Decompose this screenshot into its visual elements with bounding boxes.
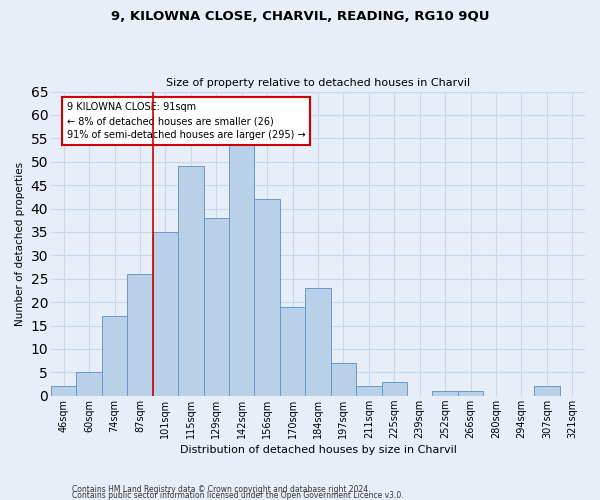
- Bar: [356, 386, 382, 396]
- Bar: [254, 199, 280, 396]
- Bar: [305, 288, 331, 396]
- Bar: [178, 166, 203, 396]
- Title: Size of property relative to detached houses in Charvil: Size of property relative to detached ho…: [166, 78, 470, 88]
- Bar: [127, 274, 152, 396]
- Bar: [458, 391, 483, 396]
- Bar: [51, 386, 76, 396]
- Bar: [229, 143, 254, 396]
- Text: Contains HM Land Registry data © Crown copyright and database right 2024.: Contains HM Land Registry data © Crown c…: [72, 484, 371, 494]
- Bar: [433, 391, 458, 396]
- Text: Contains public sector information licensed under the Open Government Licence v3: Contains public sector information licen…: [72, 490, 404, 500]
- Bar: [280, 307, 305, 396]
- Text: 9, KILOWNA CLOSE, CHARVIL, READING, RG10 9QU: 9, KILOWNA CLOSE, CHARVIL, READING, RG10…: [111, 10, 489, 23]
- Bar: [534, 386, 560, 396]
- X-axis label: Distribution of detached houses by size in Charvil: Distribution of detached houses by size …: [179, 445, 457, 455]
- Bar: [102, 316, 127, 396]
- Bar: [203, 218, 229, 396]
- Text: 9 KILOWNA CLOSE: 91sqm
← 8% of detached houses are smaller (26)
91% of semi-deta: 9 KILOWNA CLOSE: 91sqm ← 8% of detached …: [67, 102, 305, 140]
- Bar: [382, 382, 407, 396]
- Bar: [331, 363, 356, 396]
- Bar: [76, 372, 102, 396]
- Bar: [152, 232, 178, 396]
- Y-axis label: Number of detached properties: Number of detached properties: [15, 162, 25, 326]
